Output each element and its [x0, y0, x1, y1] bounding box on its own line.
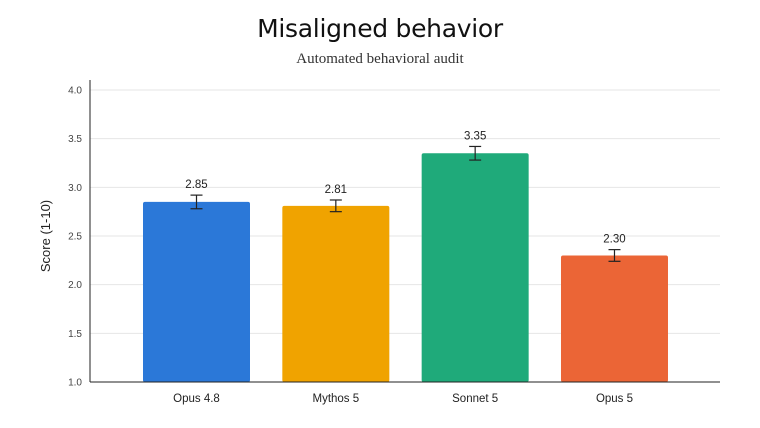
y-tick-label: 1.0 — [68, 378, 82, 389]
x-tick-label: Sonnet 5 — [452, 393, 498, 405]
bar — [560, 255, 668, 382]
y-tick-label: 2.5 — [68, 232, 82, 243]
x-tick-label: Opus 5 — [596, 393, 633, 405]
chart-subtitle: Automated behavioral audit — [296, 51, 464, 67]
axes — [89, 80, 720, 383]
labels: 1.0 1.5 2.0 2.5 3.0 3.5 4.0 2.85 Opus 4.8 2.81 Myt… — [68, 86, 633, 406]
y-axis-title: Score (1-10) — [38, 200, 53, 272]
y-tick-label: 2.0 — [68, 280, 82, 291]
x-tick-label: Opus 4.8 — [173, 393, 220, 405]
chart-title: Misaligned behavior — [257, 14, 503, 43]
data-label: 2.30 — [603, 234, 625, 246]
bar — [421, 153, 529, 382]
bars — [143, 145, 668, 382]
data-label: 3.35 — [464, 130, 486, 142]
y-tick-label: 3.0 — [68, 183, 82, 194]
data-label: 2.85 — [185, 179, 207, 191]
y-tick-label: 1.5 — [68, 329, 82, 340]
data-label: 2.81 — [325, 184, 347, 196]
x-tick-label: Mythos 5 — [312, 393, 359, 405]
y-tick-label: 3.5 — [68, 134, 82, 145]
bar — [143, 201, 250, 382]
y-tick-label: 4.0 — [68, 86, 82, 97]
bar — [282, 205, 390, 382]
